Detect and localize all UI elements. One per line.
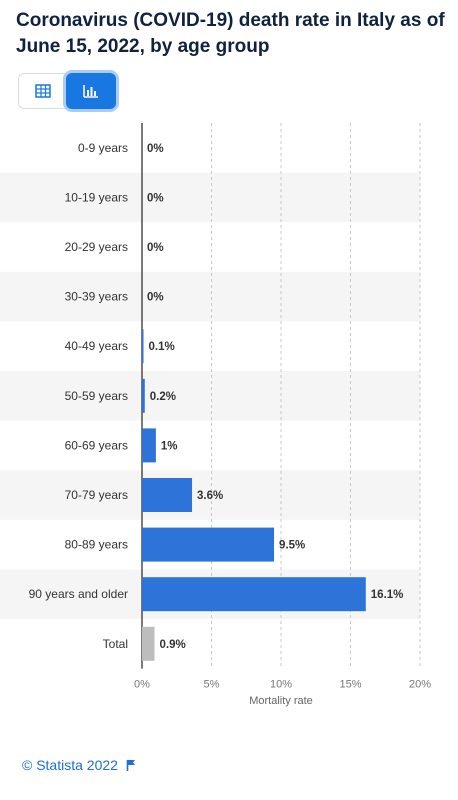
bar[interactable] [142,626,155,661]
bar[interactable] [142,527,275,562]
value-label: 0% [147,143,164,155]
chart-title: Coronavirus (COVID-19) death rate in Ita… [16,10,445,57]
category-label: 80-89 years [65,538,128,552]
value-label: 16.1% [371,589,404,601]
table-icon [34,84,51,98]
bar[interactable] [142,577,366,612]
row-band [0,172,420,223]
chart-view-button[interactable] [66,73,116,109]
value-label: 0.9% [160,639,186,651]
category-label: 50-59 years [65,389,128,403]
category-label: 20-29 years [65,240,128,254]
bar[interactable] [142,428,156,463]
x-axis-label: Mortality rate [249,695,313,707]
source-credit[interactable]: © Statista 2022 [22,757,118,773]
table-view-button[interactable] [18,73,66,109]
x-tick-label: 5% [204,679,220,691]
value-label: 0% [147,242,164,254]
row-band [0,371,420,421]
value-label: 9.5% [279,540,305,552]
x-tick-label: 0% [134,679,150,691]
category-label: 40-49 years [65,339,128,353]
value-label: 0.1% [149,341,175,353]
x-tick-label: 20% [409,679,431,691]
view-toggle [18,73,116,109]
footer: © Statista 2022 [22,757,136,773]
flag-icon[interactable] [126,759,136,771]
bar-chart-icon [83,85,98,98]
category-label: 60-69 years [65,438,128,452]
bar[interactable] [142,329,144,364]
value-label: 0.2% [150,391,176,403]
bar[interactable] [142,378,145,413]
category-label: Total [103,637,128,651]
category-label: 0-9 years [78,141,128,155]
category-label: 30-39 years [65,290,128,304]
row-band [0,271,420,322]
category-label: 70-79 years [65,488,128,502]
category-label: 90 years and older [29,587,128,601]
value-label: 1% [161,440,178,452]
bar-chart: 0-9 years 10-19 years 20-29 years 30-39 yea… [0,123,431,707]
category-label: 10-19 years [65,190,128,204]
x-tick-label: 10% [270,679,292,691]
x-tick-label: 15% [339,679,361,691]
value-label: 3.6% [197,490,223,502]
value-label: 0% [147,192,164,204]
value-label: 0% [147,292,164,304]
bar[interactable] [142,478,193,512]
